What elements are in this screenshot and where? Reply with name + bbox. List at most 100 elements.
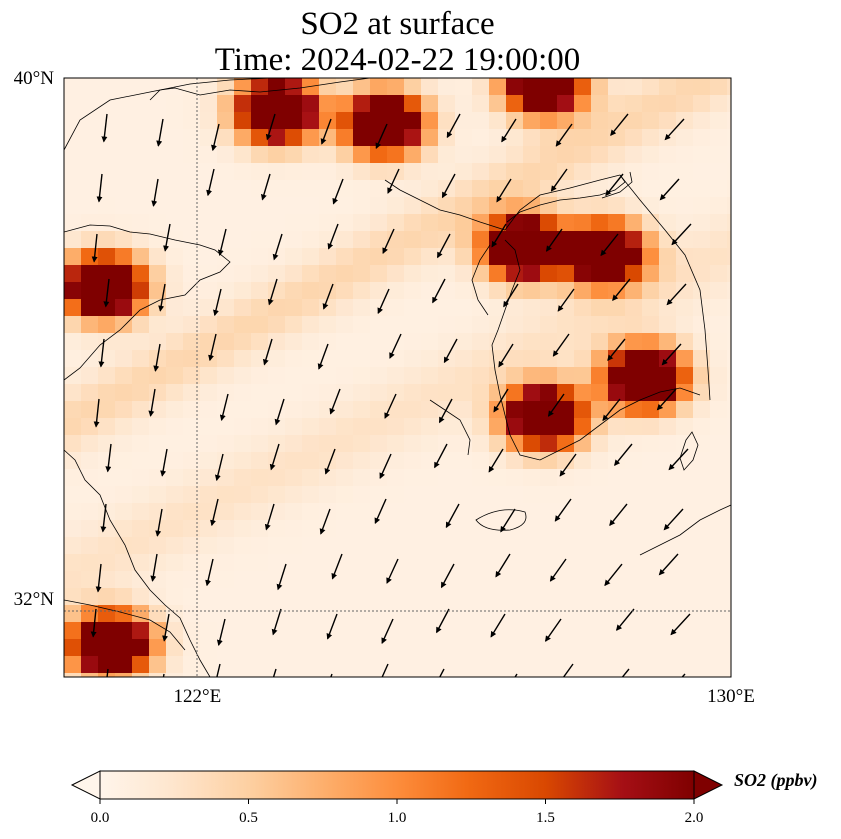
field-cell — [625, 265, 643, 283]
field-cell — [115, 316, 133, 334]
field-cell — [183, 401, 201, 419]
field-cell — [438, 197, 456, 215]
field-cell — [268, 554, 286, 572]
field-cell — [268, 418, 286, 436]
field-cell — [676, 231, 694, 249]
field-cell — [115, 656, 133, 674]
field-cell — [659, 469, 677, 487]
field-cell — [234, 95, 252, 113]
field-cell — [608, 605, 626, 623]
field-cell — [472, 282, 490, 300]
field-cell — [336, 146, 354, 164]
wind-arrow — [609, 503, 628, 527]
field-cell — [353, 231, 371, 249]
field-cell — [115, 520, 133, 538]
field-cell — [370, 333, 388, 351]
field-cell — [98, 180, 116, 198]
coastlines — [64, 78, 731, 677]
field-cell — [659, 571, 677, 589]
field-cell — [659, 163, 677, 181]
wind-arrow — [445, 503, 460, 529]
field-cell — [506, 299, 524, 317]
field-cell — [251, 367, 269, 385]
wind-arrow — [610, 113, 629, 137]
wind-arrow — [386, 558, 399, 584]
field-cell — [574, 673, 592, 677]
field-cell — [234, 163, 252, 181]
field-cell — [727, 265, 731, 283]
field-cell — [336, 571, 354, 589]
field-cell — [319, 367, 337, 385]
field-cell — [217, 214, 235, 232]
field-cell — [183, 231, 201, 249]
field-cell — [506, 214, 524, 232]
field-cell — [200, 384, 218, 402]
field-cell — [710, 333, 728, 351]
field-cell — [115, 605, 133, 623]
wind-arrow — [607, 338, 626, 362]
field-cell — [64, 333, 82, 351]
field-cell — [421, 673, 439, 677]
field-cell — [149, 197, 167, 215]
field-cell — [659, 265, 677, 283]
field-cell — [727, 95, 731, 113]
field-cell — [268, 384, 286, 402]
field-cell — [319, 78, 337, 96]
field-cell — [557, 214, 575, 232]
field-cell — [370, 231, 388, 249]
field-cell — [540, 537, 558, 555]
field-cell — [319, 673, 337, 677]
field-cell — [489, 486, 507, 504]
field-cell — [370, 418, 388, 436]
field-cell — [557, 537, 575, 555]
wind-arrow — [559, 453, 577, 477]
field-cell — [676, 78, 694, 96]
field-cell — [336, 95, 354, 113]
field-cell — [421, 520, 439, 538]
field-cell — [710, 622, 728, 640]
field-cell — [251, 78, 269, 96]
field-cell — [727, 248, 731, 266]
field-cell — [438, 503, 456, 521]
field-cell — [115, 248, 133, 266]
field-cell — [98, 469, 116, 487]
wind-arrow — [557, 288, 575, 312]
field-cell — [438, 95, 456, 113]
field-cell — [336, 486, 354, 504]
field-cell — [98, 333, 116, 351]
field-cell — [659, 299, 677, 317]
field-cell — [642, 401, 660, 419]
field-cell — [591, 265, 609, 283]
colorbar-label: SO2 (ppbv) — [734, 770, 818, 790]
field-cell — [727, 469, 731, 487]
field-cell — [472, 639, 490, 657]
field-cell — [302, 112, 320, 130]
field-cell — [81, 418, 99, 436]
wind-arrow — [150, 553, 158, 582]
wind-arrow — [324, 448, 336, 475]
field-cell — [302, 656, 320, 674]
field-cell — [217, 622, 235, 640]
field-cell — [98, 554, 116, 572]
field-cell — [523, 248, 541, 266]
field-cell — [200, 350, 218, 368]
field-cell — [353, 282, 371, 300]
field-cell — [455, 656, 473, 674]
field-cell — [81, 333, 99, 351]
field-cell — [557, 384, 575, 402]
field-cell — [608, 214, 626, 232]
field-cell — [506, 248, 524, 266]
field-cell — [217, 231, 235, 249]
field-cell — [353, 214, 371, 232]
field-cell — [268, 333, 286, 351]
wind-arrow — [151, 178, 159, 207]
field-cell — [98, 418, 116, 436]
field-cell — [523, 435, 541, 453]
field-cell — [234, 435, 252, 453]
field-cell — [574, 486, 592, 504]
field-cell — [693, 197, 711, 215]
field-cell — [200, 503, 218, 521]
field-cell — [132, 401, 150, 419]
field-cell — [302, 146, 320, 164]
field-cell — [81, 265, 99, 283]
